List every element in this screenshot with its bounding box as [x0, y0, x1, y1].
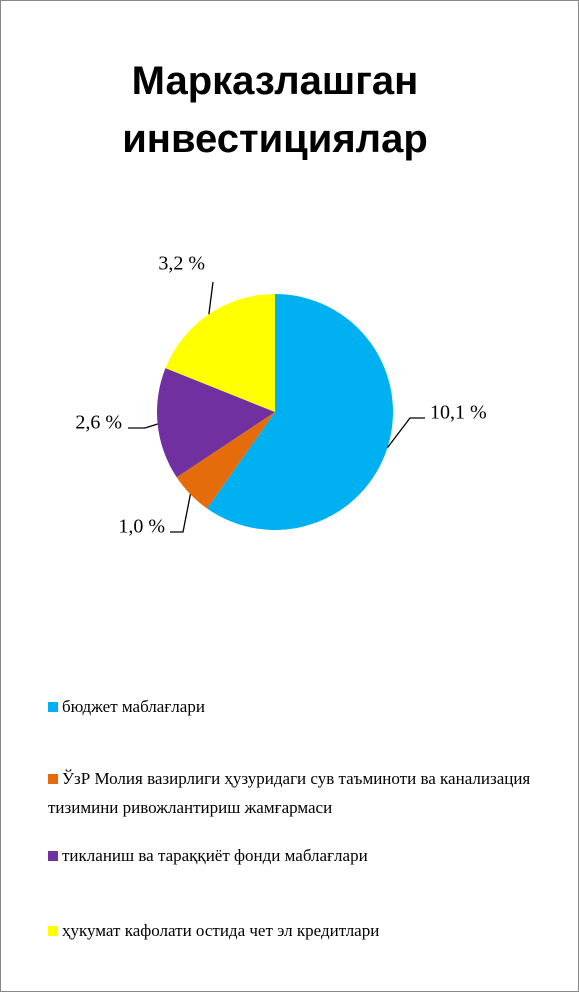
leader-line	[208, 281, 214, 315]
pie-slice	[207, 294, 393, 530]
leader-line	[386, 417, 425, 449]
data-label: 2,6 %	[75, 412, 122, 434]
data-label: 10,1 %	[430, 402, 487, 424]
legend-item: ЎзР Молия вазирлиги ҳузуридаги сув таъми…	[48, 764, 548, 822]
pie-slice	[156, 368, 275, 478]
legend-label: ҳукумат кафолати остида чет эл кредитлар…	[62, 921, 380, 940]
legend-item: ҳукумат кафолати остида чет эл кредитлар…	[48, 916, 548, 945]
legend-label: бюджет маблағлари	[62, 697, 205, 716]
data-label: 1,0 %	[118, 516, 165, 538]
legend-swatch	[48, 926, 58, 936]
legend-swatch	[48, 702, 58, 712]
pie-slice	[176, 412, 275, 509]
pie-slice	[165, 294, 275, 412]
legend-label: тикланиш ва тараққиёт фонди маблағлари	[62, 846, 368, 865]
legend-swatch	[48, 851, 58, 861]
legend-label: ЎзР Молия вазирлиги ҳузуридаги сув таъми…	[48, 769, 531, 817]
chart-title: Марказлашган инвестициялар	[122, 59, 428, 161]
legend-swatch	[48, 774, 58, 784]
data-label: 3,2 %	[158, 253, 205, 275]
legend-item: тикланиш ва тараққиёт фонди маблағлари	[48, 841, 548, 870]
leader-line	[170, 494, 192, 533]
leader-line	[128, 423, 158, 429]
legend-item: бюджет маблағлари	[48, 692, 548, 721]
